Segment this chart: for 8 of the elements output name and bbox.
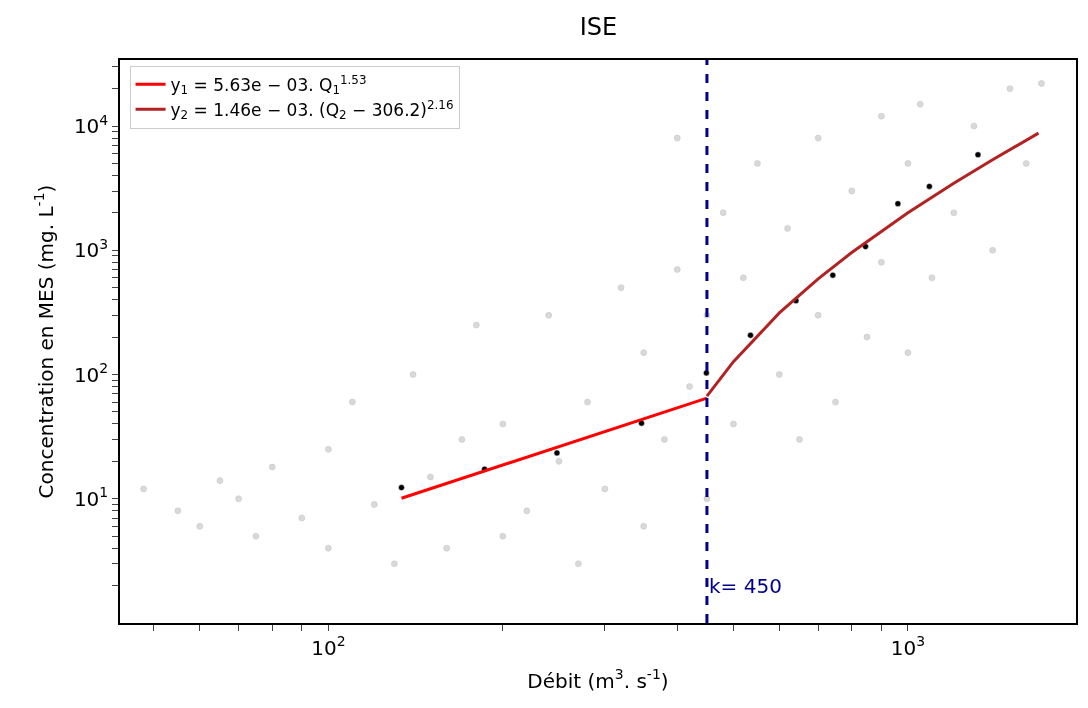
y-tick-label: 10$^{2}$ <box>73 360 109 387</box>
chart-title: ISE <box>579 12 618 41</box>
y-tick-label: 10$^{4}$ <box>73 111 109 139</box>
ref-line-label: k= 450 <box>709 574 782 598</box>
legend-label: y$_{2}$ = 1.46e − 03. (Q$_{2}$ − 306.2)$^{2.16}$ <box>170 97 454 123</box>
x-axis-title: Débit (m$^{3}$. s$^{-1}$) <box>527 666 669 693</box>
y-tick-label: 10$^{1}$ <box>73 484 109 511</box>
y-tick-label: 10$^{3}$ <box>73 235 109 263</box>
